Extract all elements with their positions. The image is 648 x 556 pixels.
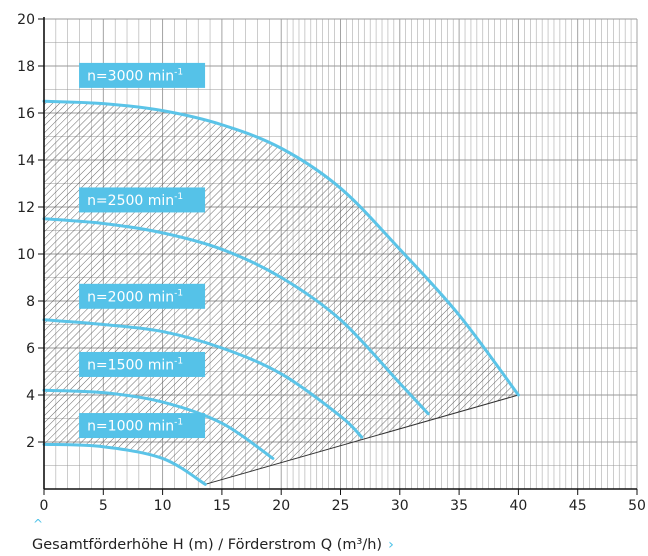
chart-caption-link[interactable]: Gesamtförderhöhe H (m) / Förderstrom Q (… [32, 536, 394, 554]
pump-curve-4 [42, 442, 207, 486]
chevron-right-icon: › [388, 537, 394, 553]
pump-curve-1 [42, 217, 430, 416]
curve-label: n=1500 min-1 [87, 356, 183, 373]
x-tick-label: 20 [272, 498, 290, 514]
y-tick-label: 20 [17, 12, 35, 28]
x-tick-label: 25 [332, 498, 350, 514]
curve-label: n=3000 min-1 [87, 67, 183, 84]
y-tick-label: 6 [26, 341, 35, 357]
x-tick-label: 30 [391, 498, 409, 514]
pump-curve-0 [42, 99, 520, 397]
curve-label-bg [79, 62, 206, 88]
curve-label: n=2500 min-1 [87, 192, 183, 209]
curve-label-bg [79, 351, 206, 377]
x-tick-label: 50 [628, 498, 646, 514]
curves [42, 99, 520, 486]
y-tick-label: 18 [17, 59, 35, 75]
pump-curve-2 [42, 318, 364, 439]
x-tick-label: 35 [450, 498, 468, 514]
curve-label: n=2000 min-1 [87, 288, 183, 305]
x-tick-label: 45 [569, 498, 587, 514]
y-tick-label: 2 [26, 435, 35, 451]
curve-label: n=1000 min-1 [87, 418, 183, 435]
curve-label-bg [79, 413, 206, 439]
y-tick-label: 14 [17, 153, 35, 169]
y-tick-label: 10 [17, 247, 35, 263]
x-tick-label: 5 [99, 498, 108, 514]
x-tick-label: 0 [40, 498, 49, 514]
y-tick-label: 4 [26, 388, 35, 404]
y-tick-label: 12 [17, 200, 35, 216]
operating-limit-line [205, 394, 519, 485]
x-tick-label: 10 [154, 498, 172, 514]
y-tick-label: 16 [17, 106, 35, 122]
y-tick-label: 8 [26, 294, 35, 310]
pump-curve-3 [42, 388, 275, 460]
curve-label-bg [79, 283, 206, 309]
x-tick-label: 40 [509, 498, 527, 514]
x-tick-label: 15 [213, 498, 231, 514]
caption-text: Gesamtförderhöhe H (m) / Förderstrom Q (… [32, 537, 383, 553]
curve-label-bg [79, 187, 206, 213]
curve-labels: n=3000 min-1 n=2500 min-1 n=2000 min-1 n=15… [79, 62, 206, 439]
chevron-up-icon[interactable]: ^ [33, 517, 44, 531]
tick-labels: 0 5 10 15 20 25 30 35 40 45 50 2 4 6 8 10 12 14 16 18 20 [17, 12, 646, 514]
